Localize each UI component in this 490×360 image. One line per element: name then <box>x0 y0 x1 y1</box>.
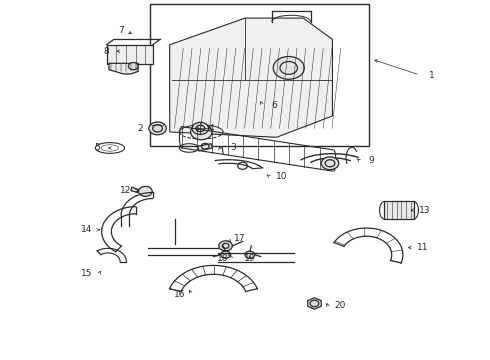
Text: 18: 18 <box>218 255 229 264</box>
Text: 8: 8 <box>104 47 109 56</box>
Text: 16: 16 <box>173 290 185 299</box>
Circle shape <box>321 157 339 170</box>
Text: 5: 5 <box>94 144 99 153</box>
Text: 7: 7 <box>118 26 124 35</box>
Text: 11: 11 <box>416 243 428 252</box>
Circle shape <box>220 251 230 258</box>
Circle shape <box>191 124 212 140</box>
Polygon shape <box>385 201 414 219</box>
Circle shape <box>192 122 209 134</box>
Text: 4: 4 <box>208 124 214 133</box>
Polygon shape <box>131 187 139 193</box>
Polygon shape <box>109 63 138 74</box>
Text: 15: 15 <box>81 269 93 278</box>
Polygon shape <box>198 144 213 151</box>
Text: 13: 13 <box>419 206 431 215</box>
Circle shape <box>139 186 152 196</box>
Text: 19: 19 <box>244 255 256 264</box>
Polygon shape <box>170 18 332 137</box>
Text: 10: 10 <box>276 172 287 181</box>
Text: 3: 3 <box>230 144 236 153</box>
Circle shape <box>245 251 255 258</box>
Circle shape <box>273 57 304 79</box>
Text: 12: 12 <box>120 186 132 195</box>
Text: 6: 6 <box>271 101 277 110</box>
Polygon shape <box>106 45 153 64</box>
Text: 17: 17 <box>234 234 246 243</box>
Text: 1: 1 <box>429 71 435 80</box>
Polygon shape <box>308 298 321 309</box>
Text: 14: 14 <box>81 225 93 234</box>
Circle shape <box>149 122 166 135</box>
Circle shape <box>128 63 138 70</box>
Text: 9: 9 <box>368 156 374 165</box>
Circle shape <box>219 241 232 251</box>
Text: 2: 2 <box>138 124 144 133</box>
Text: 20: 20 <box>334 301 345 310</box>
